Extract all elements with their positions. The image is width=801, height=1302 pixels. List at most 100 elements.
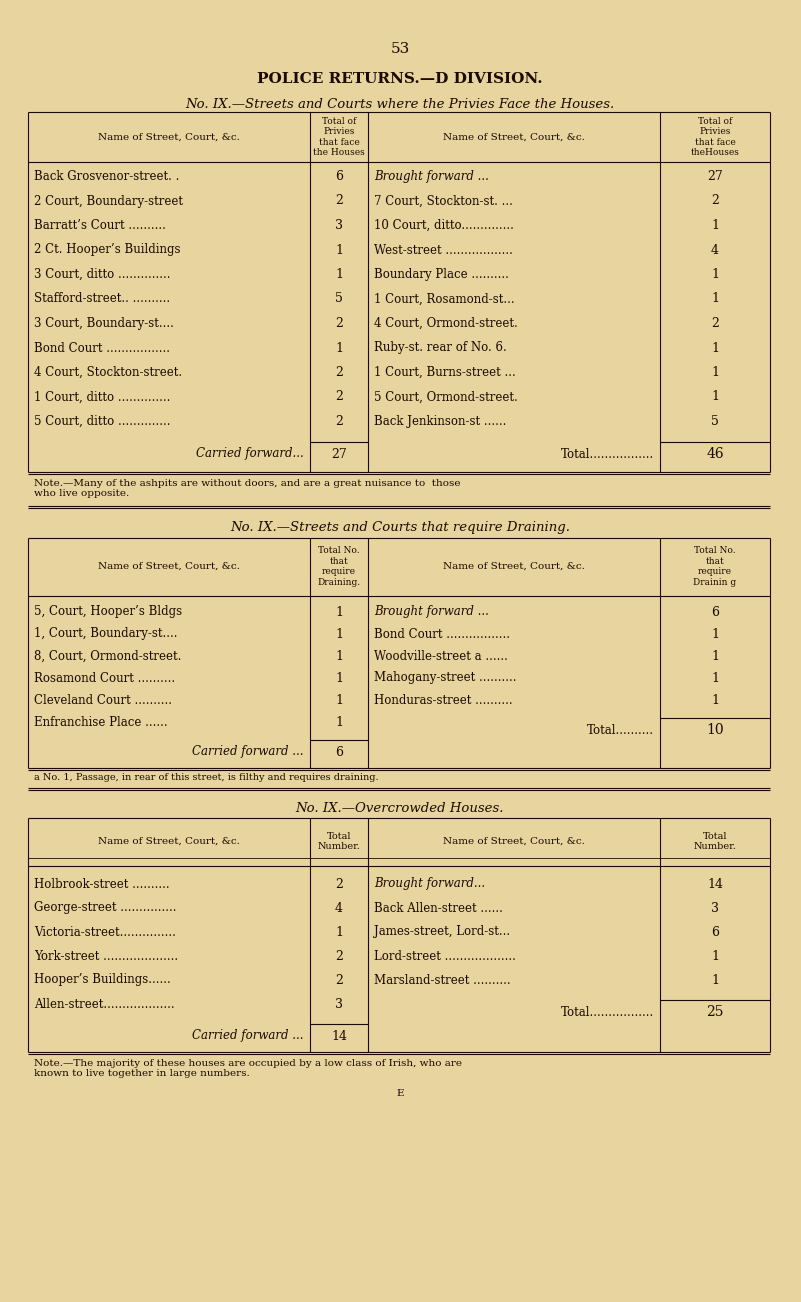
Text: 2: 2 [335,415,343,428]
Text: 1: 1 [711,974,719,987]
Text: Enfranchise Place ......: Enfranchise Place ...... [34,716,167,729]
Text: Hooper’s Buildings......: Hooper’s Buildings...... [34,974,171,987]
Text: No. IX.—Streets and Courts that require Draining.: No. IX.—Streets and Courts that require … [230,522,570,535]
Text: Woodville-street a ......: Woodville-street a ...... [374,650,508,663]
Text: George-street ...............: George-street ............... [34,901,176,914]
Text: 2 Court, Boundary-street: 2 Court, Boundary-street [34,194,183,207]
Text: 1, Court, Boundary-st....: 1, Court, Boundary-st.... [34,628,178,641]
Text: 14: 14 [707,878,723,891]
Text: 2: 2 [335,391,343,404]
Text: 6: 6 [335,746,343,759]
Text: 10 Court, ditto..............: 10 Court, ditto.............. [374,219,514,232]
Text: 1: 1 [711,341,719,354]
Text: Carried forward ...: Carried forward ... [192,1030,304,1043]
Text: Total..........: Total.......... [587,724,654,737]
Text: 1: 1 [711,268,719,281]
Text: E: E [396,1090,404,1099]
Text: Brought forward ...: Brought forward ... [374,605,489,618]
Text: 1 Court, Rosamond-st...: 1 Court, Rosamond-st... [374,293,514,306]
Text: 4: 4 [335,901,343,914]
Text: Boundary Place ..........: Boundary Place .......... [374,268,509,281]
Text: POLICE RETURNS.—D DIVISION.: POLICE RETURNS.—D DIVISION. [257,72,543,86]
Text: 1: 1 [335,672,343,685]
Text: 1 Court, ditto ..............: 1 Court, ditto .............. [34,391,171,404]
Text: 8, Court, Ormond-street.: 8, Court, Ormond-street. [34,650,181,663]
Text: Name of Street, Court, &c.: Name of Street, Court, &c. [98,837,240,846]
Text: 1: 1 [335,605,343,618]
Text: 14: 14 [331,1030,347,1043]
Text: Back Grosvenor-street. .: Back Grosvenor-street. . [34,171,179,184]
Text: 4 Court, Ormond-street.: 4 Court, Ormond-street. [374,316,517,329]
Text: Back Jenkinson-st ......: Back Jenkinson-st ...... [374,415,506,428]
Text: 2: 2 [335,366,343,379]
Text: Holbrook-street ..........: Holbrook-street .......... [34,878,170,891]
Text: Back Allen-street ......: Back Allen-street ...... [374,901,503,914]
Text: 5 Court, ditto ..............: 5 Court, ditto .............. [34,415,171,428]
Text: Rosamond Court ..........: Rosamond Court .......... [34,672,175,685]
Text: 5 Court, Ormond-street.: 5 Court, Ormond-street. [374,391,517,404]
Text: Total of
Privies
that face
the Houses: Total of Privies that face the Houses [313,117,365,158]
Text: 1: 1 [711,628,719,641]
Text: 1: 1 [711,391,719,404]
Text: Total No.
that
require
Drainin g: Total No. that require Drainin g [694,547,737,587]
Text: Note.—The majority of these houses are occupied by a low class of Irish, who are: Note.—The majority of these houses are o… [34,1059,462,1078]
Text: Honduras-street ..........: Honduras-street .......... [374,694,513,707]
Text: 4: 4 [711,243,719,256]
Text: Carried forward ...: Carried forward ... [192,746,304,759]
Text: Ruby-st. rear of No. 6.: Ruby-st. rear of No. 6. [374,341,507,354]
Text: 1: 1 [335,268,343,281]
Text: 2: 2 [335,949,343,962]
Text: Brought forward ...: Brought forward ... [374,171,489,184]
Text: 2: 2 [335,194,343,207]
Text: Name of Street, Court, &c.: Name of Street, Court, &c. [98,562,240,572]
Text: 3 Court, ditto ..............: 3 Court, ditto .............. [34,268,171,281]
Text: Total
Number.: Total Number. [317,832,360,852]
Text: 3: 3 [335,997,343,1010]
Text: 27: 27 [707,171,723,184]
Text: No. IX.—Overcrowded Houses.: No. IX.—Overcrowded Houses. [296,802,505,815]
Text: 4 Court, Stockton-street.: 4 Court, Stockton-street. [34,366,182,379]
Text: 1: 1 [711,366,719,379]
Text: 2: 2 [711,194,719,207]
Text: 5: 5 [711,415,719,428]
Text: 2: 2 [335,316,343,329]
Text: 2 Ct. Hooper’s Buildings: 2 Ct. Hooper’s Buildings [34,243,180,256]
Text: 2: 2 [335,878,343,891]
Text: Total of
Privies
that face
theHouses: Total of Privies that face theHouses [690,117,739,158]
Text: 6: 6 [711,605,719,618]
Text: 3: 3 [335,219,343,232]
Text: 1: 1 [335,716,343,729]
Text: York-street ....................: York-street .................... [34,949,178,962]
Text: 3 Court, Boundary-st....: 3 Court, Boundary-st.... [34,316,174,329]
Text: Mahogany-street ..........: Mahogany-street .......... [374,672,517,685]
Text: 27: 27 [331,448,347,461]
Text: 1: 1 [711,672,719,685]
Text: Barratt’s Court ..........: Barratt’s Court .......... [34,219,166,232]
Text: Total No.
that
require
Draining.: Total No. that require Draining. [317,547,360,587]
Text: Total
Number.: Total Number. [694,832,736,852]
Text: Name of Street, Court, &c.: Name of Street, Court, &c. [443,837,585,846]
Text: Stafford-street.. ..........: Stafford-street.. .......... [34,293,170,306]
Text: Total.................: Total................. [561,448,654,461]
Text: West-street ..................: West-street .................. [374,243,513,256]
Text: Carried forward...: Carried forward... [196,448,304,461]
Text: 2: 2 [711,316,719,329]
Text: 5, Court, Hooper’s Bldgs: 5, Court, Hooper’s Bldgs [34,605,182,618]
Text: Name of Street, Court, &c.: Name of Street, Court, &c. [98,133,240,142]
Text: 2: 2 [335,974,343,987]
Text: 1: 1 [335,243,343,256]
Text: Name of Street, Court, &c.: Name of Street, Court, &c. [443,562,585,572]
Text: Name of Street, Court, &c.: Name of Street, Court, &c. [443,133,585,142]
Text: 1: 1 [711,219,719,232]
Text: 53: 53 [390,42,409,56]
Text: a No. 1, Passage, in rear of this street, is filthy and requires draining.: a No. 1, Passage, in rear of this street… [34,773,379,783]
Text: 5: 5 [335,293,343,306]
Text: Marsland-street ..........: Marsland-street .......... [374,974,510,987]
Text: Brought forward...: Brought forward... [374,878,485,891]
Text: 1: 1 [335,650,343,663]
Text: 1: 1 [335,694,343,707]
Text: 6: 6 [335,171,343,184]
Text: 25: 25 [706,1005,724,1019]
Text: Allen-street...................: Allen-street................... [34,997,175,1010]
Text: Lord-street ...................: Lord-street ................... [374,949,516,962]
